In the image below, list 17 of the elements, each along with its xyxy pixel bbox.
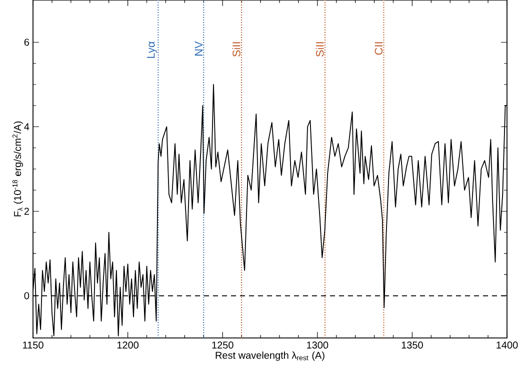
x-tick-label: 1300 xyxy=(307,342,328,349)
ref-line-label: CII xyxy=(374,42,383,55)
ref-line-label: Lyα xyxy=(147,42,157,58)
y-axis-title: F$_{λ}$ (10$^{-18}$ erg/s/cm$^{2}$/A) xyxy=(12,121,24,216)
x-tick-label: 1200 xyxy=(117,342,139,349)
x-axis-title: Rest wavelength λ$_{rest}$ (A) xyxy=(216,351,324,361)
x-tick-label: 1350 xyxy=(402,342,423,349)
x-tick-label: 1150 xyxy=(23,342,44,349)
y-tick-label: 6 xyxy=(24,38,30,46)
ref-line-label: SiII xyxy=(232,42,240,57)
x-tick-label: 1400 xyxy=(496,342,518,349)
y-tick-label: 0 xyxy=(24,292,30,300)
y-tick-label: 4 xyxy=(24,123,30,130)
ref-line-label: NV xyxy=(194,41,202,56)
y-tick-label: 2 xyxy=(24,208,29,215)
ref-line-label: SiII xyxy=(316,42,324,57)
x-tick-label: 1250 xyxy=(212,342,234,349)
